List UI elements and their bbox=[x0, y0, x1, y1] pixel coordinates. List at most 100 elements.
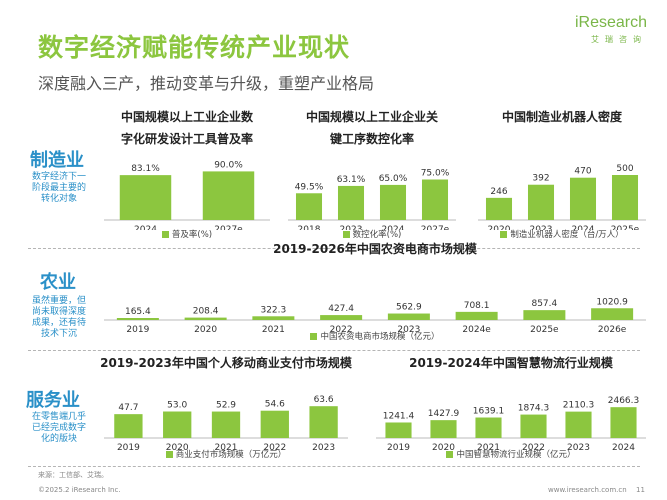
chart-legend: 中国农资电商市场规模（亿元） bbox=[98, 330, 652, 342]
data-label: 54.6 bbox=[265, 400, 285, 410]
chart-title: 2019-2024年中国智慧物流行业规模 bbox=[409, 356, 613, 370]
data-label: 246 bbox=[490, 187, 507, 197]
legend-label: 制造业机器人密度（台/万人） bbox=[510, 230, 624, 240]
data-label: 165.4 bbox=[125, 307, 151, 317]
chart-plot: 165.4 2019 208.4 2020 322.3 2021 427.4 2022 562.… bbox=[104, 297, 646, 332]
data-label: 75.0% bbox=[421, 169, 450, 179]
chart-nc-rate: 中国规模以上工业企业关 键工序数控化率 49.5% 2018 63.1% 2023 65.0… bbox=[282, 106, 462, 244]
tick-label: 2024e bbox=[462, 325, 491, 332]
tick-label: 2020 bbox=[194, 325, 217, 332]
tick-label: 2019 bbox=[387, 443, 410, 450]
tick-label: 2023 bbox=[530, 225, 553, 230]
sector-desc-services: 在零售端几乎已经完成数字化的版块 bbox=[31, 412, 86, 444]
chart-legend: 商业支付市场规模（万亿元） bbox=[98, 448, 354, 460]
bar bbox=[610, 407, 637, 438]
legend-swatch bbox=[161, 231, 169, 238]
data-label: 2110.3 bbox=[563, 401, 595, 411]
chart-plot: 47.7 2019 53.0 2020 52.9 2021 54.6 2022 63.6 2023 bbox=[104, 395, 348, 450]
sector-desc-agriculture: 虽然重要，但尚未取得深度成果，还有待技术下沉 bbox=[31, 296, 86, 339]
tick-label: 2022 bbox=[263, 443, 286, 450]
bar bbox=[379, 184, 407, 220]
tick-label: 2027e bbox=[421, 225, 450, 230]
data-label: 52.9 bbox=[216, 401, 236, 411]
legend-swatch bbox=[165, 451, 173, 458]
bar bbox=[211, 411, 241, 438]
tick-label: 2023 bbox=[397, 325, 420, 332]
chart-agri-ecommerce: 2019-2026年中国农资电商市场规模 165.4 2019 208.4 2020 32… bbox=[98, 238, 652, 346]
legend-swatch bbox=[342, 231, 350, 238]
legend-label: 中国智慧物流行业规模（亿元） bbox=[456, 450, 576, 460]
tick-label: 2018 bbox=[298, 225, 321, 230]
page-title: 数字经济赋能传统产业现状 bbox=[38, 33, 351, 62]
bar bbox=[527, 184, 555, 220]
tick-label: 2023 bbox=[340, 225, 363, 230]
data-label: 322.3 bbox=[260, 305, 286, 315]
data-label: 2466.3 bbox=[608, 396, 640, 406]
chart-legend: 制造业机器人密度（台/万人） bbox=[472, 228, 652, 240]
bar bbox=[611, 175, 639, 220]
bar bbox=[202, 171, 255, 220]
tick-label: 2020 bbox=[432, 443, 455, 450]
chart-smart-logistics: 2019-2024年中国智慧物流行业规模 1241.4 2019 1427.9 2020… bbox=[370, 352, 652, 464]
tick-label: 2025e bbox=[530, 325, 559, 332]
legend-label: 普及率(%) bbox=[171, 230, 213, 240]
legend-swatch bbox=[310, 333, 318, 340]
bar bbox=[385, 422, 412, 438]
source-note: 来源：工信部、艾瑞。 bbox=[38, 471, 108, 479]
tick-label: 2026e bbox=[598, 325, 627, 332]
copyright: ©2025.2 iResearch Inc. bbox=[38, 486, 121, 494]
bar bbox=[184, 317, 227, 320]
sector-label-services: 服务业 bbox=[26, 390, 80, 411]
legend-label: 商业支付市场规模（万亿元） bbox=[175, 450, 287, 460]
tick-label: 2022 bbox=[522, 443, 545, 450]
bar bbox=[116, 318, 159, 320]
bar bbox=[591, 308, 634, 320]
chart-legend: 数控化率(%) bbox=[282, 228, 462, 240]
data-label: 53.0 bbox=[167, 401, 187, 411]
brand-name: iResearch bbox=[574, 14, 647, 31]
chart-robot-density: 中国制造业机器人密度 246 2020 392 2023 470 2024 500 2025e 制… bbox=[472, 106, 652, 244]
data-label: 1639.1 bbox=[473, 407, 505, 417]
bar bbox=[119, 175, 172, 220]
section-divider bbox=[28, 350, 640, 351]
tick-label: 2021 bbox=[215, 443, 238, 450]
data-label: 392 bbox=[532, 174, 549, 184]
data-label: 562.9 bbox=[396, 303, 422, 313]
chart-plot: 246 2020 392 2023 470 2024 500 2025e bbox=[478, 164, 646, 230]
bar bbox=[475, 417, 502, 438]
bar bbox=[252, 316, 295, 320]
chart-plot: 1241.4 2019 1427.9 2020 1639.1 2021 1874.3 2022… bbox=[376, 396, 646, 450]
data-label: 65.0% bbox=[379, 174, 408, 184]
data-label: 208.4 bbox=[193, 307, 219, 317]
brand-logo: iResearch 艾瑞咨询 bbox=[575, 14, 647, 45]
bar bbox=[320, 315, 363, 320]
data-label: 500 bbox=[616, 164, 633, 174]
bar bbox=[565, 411, 592, 438]
bar bbox=[421, 179, 449, 220]
tick-label: 2019 bbox=[126, 325, 149, 332]
tick-label: 2022 bbox=[330, 325, 353, 332]
chart-mobile-payment: 2019-2023年中国个人移动商业支付市场规模 47.7 2019 53.0 2020… bbox=[98, 352, 354, 464]
chart-title: 2019-2026年中国农资电商市场规模 bbox=[273, 242, 477, 256]
section-divider bbox=[28, 248, 640, 249]
tick-label: 2024 bbox=[612, 443, 635, 450]
tick-label: 2025e bbox=[611, 225, 640, 230]
bar bbox=[114, 414, 143, 438]
legend-swatch bbox=[446, 451, 454, 458]
bar bbox=[569, 177, 597, 220]
tick-label: 2024 bbox=[382, 225, 405, 230]
section-divider bbox=[28, 466, 640, 467]
bar bbox=[430, 420, 457, 438]
data-label: 63.6 bbox=[314, 395, 334, 405]
bar bbox=[309, 406, 338, 438]
legend-label: 数控化率(%) bbox=[352, 230, 402, 240]
data-label: 857.4 bbox=[531, 299, 557, 309]
tick-label: 2021 bbox=[477, 443, 500, 450]
sector-label-manufacturing: 制造业 bbox=[30, 150, 84, 171]
chart-title: 中国制造业机器人密度 bbox=[501, 110, 622, 124]
bar bbox=[163, 411, 192, 438]
bar bbox=[520, 414, 547, 438]
chart-title: 中国规模以上工业企业数 字化研发设计工具普及率 bbox=[120, 110, 253, 146]
legend-swatch bbox=[500, 231, 508, 238]
data-label: 470 bbox=[574, 167, 591, 177]
